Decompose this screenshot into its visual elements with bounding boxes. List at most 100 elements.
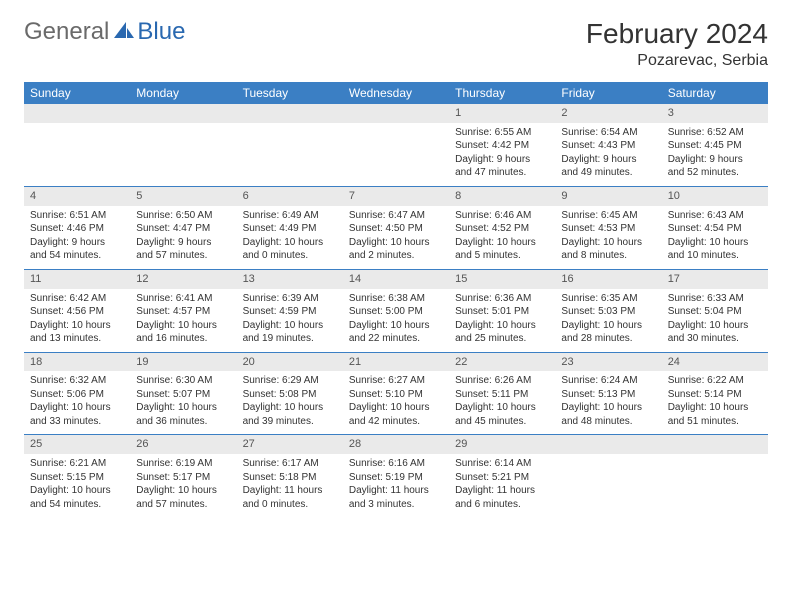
day-number-empty: [237, 104, 343, 123]
day-body: Sunrise: 6:49 AMSunset: 4:49 PMDaylight:…: [237, 206, 343, 269]
calendar-cell: 12Sunrise: 6:41 AMSunset: 4:57 PMDayligh…: [130, 269, 236, 352]
day-line-ss: Sunset: 4:45 PM: [668, 139, 762, 153]
calendar-week-row: 18Sunrise: 6:32 AMSunset: 5:06 PMDayligh…: [24, 352, 768, 435]
calendar-cell: 21Sunrise: 6:27 AMSunset: 5:10 PMDayligh…: [343, 352, 449, 435]
day-line-sr: Sunrise: 6:35 AM: [561, 292, 655, 306]
day-line-dl1: Daylight: 10 hours: [30, 319, 124, 333]
day-line-ss: Sunset: 5:06 PM: [30, 388, 124, 402]
day-line-dl2: and 47 minutes.: [455, 166, 549, 180]
day-number: 15: [449, 270, 555, 289]
calendar-cell: 27Sunrise: 6:17 AMSunset: 5:18 PMDayligh…: [237, 435, 343, 517]
title-block: February 2024 Pozarevac, Serbia: [586, 18, 768, 70]
calendar-cell: [130, 104, 236, 186]
day-number: 25: [24, 435, 130, 454]
day-line-dl1: Daylight: 9 hours: [561, 153, 655, 167]
day-line-dl2: and 2 minutes.: [349, 249, 443, 263]
day-line-dl2: and 36 minutes.: [136, 415, 230, 429]
day-line-dl2: and 16 minutes.: [136, 332, 230, 346]
day-line-ss: Sunset: 5:04 PM: [668, 305, 762, 319]
day-line-dl2: and 3 minutes.: [349, 498, 443, 512]
day-line-sr: Sunrise: 6:50 AM: [136, 209, 230, 223]
day-body-empty: [662, 454, 768, 514]
day-line-dl1: Daylight: 10 hours: [243, 236, 337, 250]
calendar-table: Sunday Monday Tuesday Wednesday Thursday…: [24, 82, 768, 517]
day-line-dl2: and 8 minutes.: [561, 249, 655, 263]
day-line-ss: Sunset: 4:43 PM: [561, 139, 655, 153]
calendar-week-row: 1Sunrise: 6:55 AMSunset: 4:42 PMDaylight…: [24, 104, 768, 186]
day-line-dl2: and 49 minutes.: [561, 166, 655, 180]
month-title: February 2024: [586, 18, 768, 50]
weekday-header: Sunday: [24, 82, 130, 104]
calendar-cell: 4Sunrise: 6:51 AMSunset: 4:46 PMDaylight…: [24, 186, 130, 269]
day-line-sr: Sunrise: 6:14 AM: [455, 457, 549, 471]
day-body: Sunrise: 6:42 AMSunset: 4:56 PMDaylight:…: [24, 289, 130, 352]
day-number: 26: [130, 435, 236, 454]
day-line-ss: Sunset: 4:57 PM: [136, 305, 230, 319]
day-line-dl1: Daylight: 10 hours: [349, 236, 443, 250]
day-line-sr: Sunrise: 6:21 AM: [30, 457, 124, 471]
calendar-cell: [555, 435, 661, 517]
day-line-dl1: Daylight: 9 hours: [455, 153, 549, 167]
weekday-header: Tuesday: [237, 82, 343, 104]
calendar-cell: 8Sunrise: 6:46 AMSunset: 4:52 PMDaylight…: [449, 186, 555, 269]
day-number: 22: [449, 353, 555, 372]
day-line-dl1: Daylight: 10 hours: [561, 236, 655, 250]
calendar-cell: 11Sunrise: 6:42 AMSunset: 4:56 PMDayligh…: [24, 269, 130, 352]
day-number: 3: [662, 104, 768, 123]
day-line-dl2: and 5 minutes.: [455, 249, 549, 263]
day-number: 28: [343, 435, 449, 454]
logo-sail-icon: [113, 20, 135, 45]
day-line-ss: Sunset: 5:13 PM: [561, 388, 655, 402]
day-line-ss: Sunset: 5:18 PM: [243, 471, 337, 485]
day-number: 13: [237, 270, 343, 289]
day-number-empty: [24, 104, 130, 123]
day-line-ss: Sunset: 5:03 PM: [561, 305, 655, 319]
day-line-dl1: Daylight: 10 hours: [136, 484, 230, 498]
day-line-dl2: and 33 minutes.: [30, 415, 124, 429]
day-line-sr: Sunrise: 6:45 AM: [561, 209, 655, 223]
day-line-sr: Sunrise: 6:17 AM: [243, 457, 337, 471]
day-body: Sunrise: 6:35 AMSunset: 5:03 PMDaylight:…: [555, 289, 661, 352]
day-line-ss: Sunset: 4:46 PM: [30, 222, 124, 236]
day-line-dl2: and 52 minutes.: [668, 166, 762, 180]
day-line-ss: Sunset: 5:17 PM: [136, 471, 230, 485]
day-line-sr: Sunrise: 6:22 AM: [668, 374, 762, 388]
day-line-dl1: Daylight: 10 hours: [349, 401, 443, 415]
day-body: Sunrise: 6:55 AMSunset: 4:42 PMDaylight:…: [449, 123, 555, 186]
day-number-empty: [130, 104, 236, 123]
day-line-dl2: and 0 minutes.: [243, 249, 337, 263]
day-line-dl2: and 6 minutes.: [455, 498, 549, 512]
day-line-sr: Sunrise: 6:54 AM: [561, 126, 655, 140]
day-body: Sunrise: 6:47 AMSunset: 4:50 PMDaylight:…: [343, 206, 449, 269]
day-number: 5: [130, 187, 236, 206]
day-number: 23: [555, 353, 661, 372]
day-number: 12: [130, 270, 236, 289]
day-number-empty: [662, 435, 768, 454]
calendar-cell: [343, 104, 449, 186]
header: General Blue February 2024 Pozarevac, Se…: [24, 18, 768, 70]
day-line-dl1: Daylight: 10 hours: [30, 401, 124, 415]
day-line-sr: Sunrise: 6:36 AM: [455, 292, 549, 306]
calendar-cell: 17Sunrise: 6:33 AMSunset: 5:04 PMDayligh…: [662, 269, 768, 352]
day-line-dl1: Daylight: 10 hours: [349, 319, 443, 333]
day-line-ss: Sunset: 4:53 PM: [561, 222, 655, 236]
day-line-ss: Sunset: 5:15 PM: [30, 471, 124, 485]
day-line-sr: Sunrise: 6:51 AM: [30, 209, 124, 223]
day-number: 19: [130, 353, 236, 372]
day-body: Sunrise: 6:46 AMSunset: 4:52 PMDaylight:…: [449, 206, 555, 269]
day-line-sr: Sunrise: 6:47 AM: [349, 209, 443, 223]
day-number: 11: [24, 270, 130, 289]
day-line-ss: Sunset: 5:21 PM: [455, 471, 549, 485]
calendar-cell: 29Sunrise: 6:14 AMSunset: 5:21 PMDayligh…: [449, 435, 555, 517]
calendar-cell: 1Sunrise: 6:55 AMSunset: 4:42 PMDaylight…: [449, 104, 555, 186]
day-line-sr: Sunrise: 6:32 AM: [30, 374, 124, 388]
calendar-week-row: 11Sunrise: 6:42 AMSunset: 4:56 PMDayligh…: [24, 269, 768, 352]
calendar-cell: 10Sunrise: 6:43 AMSunset: 4:54 PMDayligh…: [662, 186, 768, 269]
day-line-ss: Sunset: 4:59 PM: [243, 305, 337, 319]
day-line-dl1: Daylight: 9 hours: [668, 153, 762, 167]
day-body-empty: [130, 123, 236, 183]
day-body: Sunrise: 6:43 AMSunset: 4:54 PMDaylight:…: [662, 206, 768, 269]
day-line-sr: Sunrise: 6:39 AM: [243, 292, 337, 306]
day-line-dl2: and 45 minutes.: [455, 415, 549, 429]
day-number: 10: [662, 187, 768, 206]
